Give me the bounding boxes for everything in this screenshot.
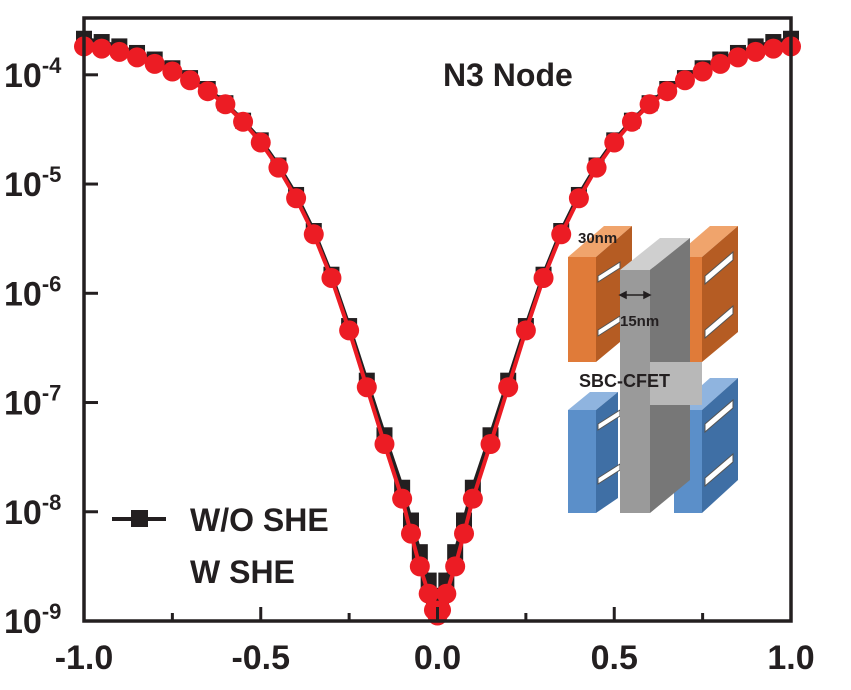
data-point-w-she — [250, 132, 271, 153]
legend-marker-square — [131, 510, 148, 527]
legend: W/O SHE W SHE — [112, 502, 329, 590]
data-point-w-she — [339, 320, 360, 341]
data-point-w-she — [692, 61, 713, 82]
x-axis-ticks: -1.0 -0.5 0.0 0.5 1.0 — [55, 607, 815, 677]
data-point-w-she — [480, 434, 501, 455]
data-point-w-she — [763, 38, 784, 59]
data-point-w-she — [745, 41, 766, 62]
data-point-w-she — [639, 94, 660, 115]
data-point-w-she — [418, 583, 439, 604]
chart-title: N3 Node — [443, 57, 573, 93]
legend-label-w-she: W SHE — [190, 554, 295, 590]
inset-device-label: SBC-CFET — [579, 371, 670, 391]
data-point-w-she — [586, 157, 607, 178]
data-point-w-she — [568, 188, 589, 209]
y-axis-ticks: 10-9 10-8 10-7 10-6 10-5 10-4 — [4, 53, 98, 641]
device-inset: 30nm 15nm SBC-CFET — [568, 226, 738, 513]
data-point-w-she — [109, 41, 130, 62]
data-point-w-she — [515, 320, 536, 341]
data-point-w-she — [144, 53, 165, 74]
data-point-w-she — [445, 556, 466, 577]
data-point-w-she — [321, 267, 342, 288]
x-tick-label: 1.0 — [767, 639, 814, 677]
data-point-w-she — [727, 47, 748, 68]
data-point-w-she — [268, 157, 289, 178]
data-point-w-she — [400, 523, 421, 544]
series-group-w-she — [74, 36, 801, 626]
y-tick-label: 10-4 — [4, 53, 62, 95]
data-point-w-she — [674, 70, 695, 91]
y-tick-label: 10-7 — [4, 381, 61, 423]
data-point-w-she — [436, 583, 457, 604]
data-point-w-she — [286, 188, 307, 209]
data-point-w-she — [374, 434, 395, 455]
data-point-w-she — [551, 224, 572, 245]
x-tick-label: -1.0 — [55, 639, 114, 677]
data-point-w-she — [162, 61, 183, 82]
data-point-w-she — [710, 53, 731, 74]
data-point-w-she — [454, 523, 475, 544]
data-point-w-she — [197, 81, 218, 102]
legend-item-w-she: W SHE — [190, 554, 295, 590]
legend-label-wo-she: W/O SHE — [190, 502, 329, 538]
y-tick-label: 10-5 — [4, 162, 61, 204]
inset-gap-label: 15nm — [620, 313, 659, 330]
x-tick-label: -0.5 — [231, 639, 290, 677]
dim-arrow — [618, 290, 652, 300]
data-point-w-she — [533, 267, 554, 288]
y-tick-label: 10-6 — [4, 271, 61, 313]
data-point-w-she — [127, 47, 148, 68]
data-point-w-she — [233, 111, 254, 132]
x-tick-label: 0.5 — [591, 639, 638, 677]
y-tick-label: 10-8 — [4, 490, 61, 532]
data-point-w-she — [91, 38, 112, 59]
data-point-w-she — [215, 94, 236, 115]
data-point-w-she — [462, 488, 483, 509]
data-point-w-she — [356, 377, 377, 398]
data-point-w-she — [409, 556, 430, 577]
data-point-w-she — [657, 81, 678, 102]
data-point-w-she — [180, 70, 201, 91]
inset-width-label: 30nm — [578, 230, 617, 247]
data-point-w-she — [303, 224, 324, 245]
data-point-w-she — [498, 377, 519, 398]
legend-item-wo-she: W/O SHE — [112, 502, 329, 538]
y-tick-label: 10-9 — [4, 599, 61, 641]
gate-block — [620, 238, 702, 513]
data-point-w-she — [392, 488, 413, 509]
data-point-w-she — [604, 132, 625, 153]
x-tick-label: 0.0 — [414, 639, 461, 677]
data-point-w-she — [621, 111, 642, 132]
